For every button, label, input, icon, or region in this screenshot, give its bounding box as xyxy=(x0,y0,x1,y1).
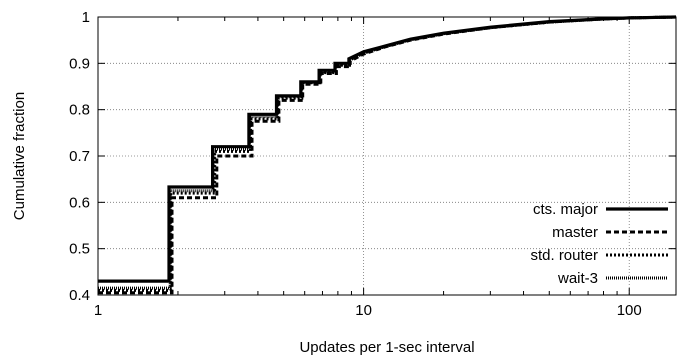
ticks: 0.4 0.5 0.6 0.7 0.8 0.9 1 1 10 100 xyxy=(69,9,676,319)
legend-label: cts. major xyxy=(533,201,598,218)
y-axis-label: Cumulative fraction xyxy=(11,92,28,220)
legend-label: std. router xyxy=(530,247,598,264)
y-tick-label: 0.8 xyxy=(69,102,90,119)
series-lines xyxy=(98,15,677,295)
series-line xyxy=(98,15,677,290)
grid xyxy=(98,17,676,295)
series-line xyxy=(98,15,677,292)
x-tick-label: 10 xyxy=(355,302,372,319)
y-tick-label: 0.6 xyxy=(69,194,90,211)
y-tick-label: 0.9 xyxy=(69,55,90,72)
y-tick-label: 0.4 xyxy=(69,287,90,304)
y-tick-label: 0.7 xyxy=(69,148,90,165)
y-tick-label: 0.5 xyxy=(69,241,90,258)
series-line xyxy=(98,15,677,283)
y-tick-label: 1 xyxy=(82,9,90,26)
x-tick-label: 1 xyxy=(94,302,102,319)
legend: cts. major master std. router wait-3 xyxy=(530,201,668,287)
legend-label: master xyxy=(552,224,598,241)
legend-label: wait-3 xyxy=(557,270,598,287)
x-axis-label: Updates per 1-sec interval xyxy=(299,339,474,356)
x-tick-label: 100 xyxy=(617,302,642,319)
